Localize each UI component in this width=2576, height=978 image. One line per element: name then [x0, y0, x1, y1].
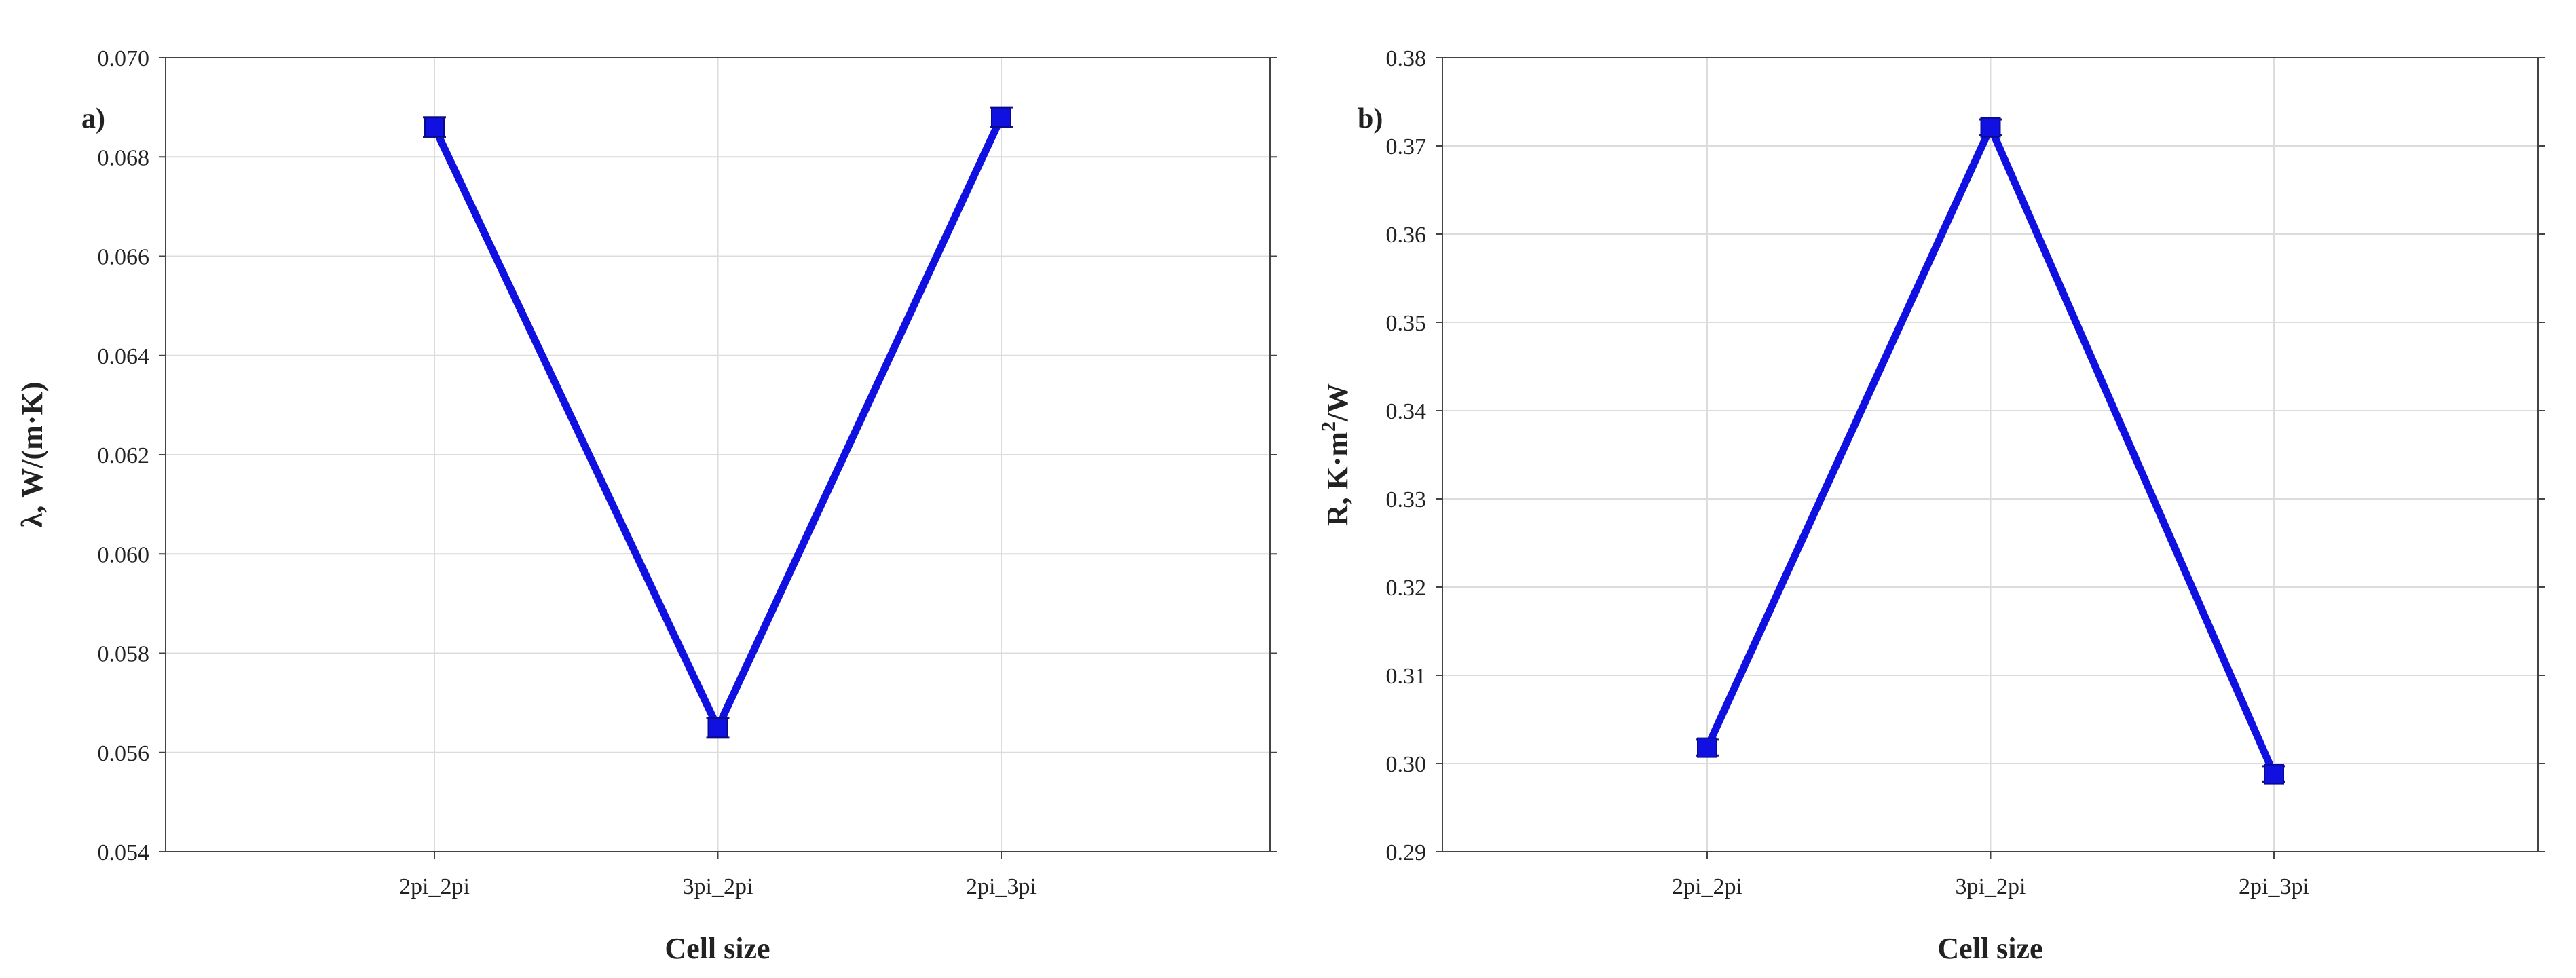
panel-a-data-point	[991, 107, 1011, 128]
panel-b-y-axis-label-superscript: 2	[1318, 421, 1340, 432]
panel-b-data-point	[1697, 737, 1717, 758]
panel-a-y-ticks: 0.054 0.056 0.058 0.060 0.062 0.064 0.066 0.068…	[98, 46, 1277, 865]
panel-a-x-axis-label: Cell size	[665, 932, 770, 965]
panel-a-grid	[166, 58, 1270, 852]
panel-a-y-tick-label: 0.056	[98, 741, 150, 766]
panel-a-label: a)	[81, 103, 105, 134]
panel-a-x-tick-label: 3pi_2pi	[683, 874, 753, 899]
panel-b-y-ticks: 0.29 0.30 0.31 0.32 0.33 0.34 0.35 0.36 0.37 0.38	[1386, 46, 2545, 865]
panel-b-y-tick-label: 0.32	[1386, 576, 1427, 601]
panel-b-x-tick-label: 3pi_2pi	[1956, 874, 2026, 899]
panel-b-data-point	[1980, 117, 2001, 138]
panel-b-y-tick-label: 0.34	[1386, 399, 1427, 424]
panel-b-y-axis-label: R, K·m2/W	[1318, 383, 1354, 527]
panel-a-series	[423, 106, 1013, 739]
panel-a-y-tick-label: 0.060	[98, 542, 150, 567]
panel-a-y-tick-label: 0.068	[98, 145, 150, 170]
panel-a-y-tick-label: 0.066	[98, 245, 150, 270]
panel-b-y-tick-label: 0.38	[1386, 46, 1427, 71]
panel-a-x-ticks: 2pi_2pi 3pi_2pi 2pi_3pi	[399, 852, 1037, 899]
panel-a-x-tick-label: 2pi_2pi	[399, 874, 470, 899]
panel-a-x-tick-label: 2pi_3pi	[966, 874, 1037, 899]
panel-b-y-tick-label: 0.35	[1386, 311, 1427, 336]
panel-a-y-tick-label: 0.062	[98, 443, 150, 468]
panel-b-x-tick-label: 2pi_2pi	[1672, 874, 1742, 899]
panel-b-y-tick-label: 0.31	[1386, 664, 1427, 689]
panel-b-chart: b) 0.290.300.310.320.330.340.350.360.370…	[1318, 46, 2545, 965]
panel-a-y-tick-label: 0.064	[98, 344, 150, 369]
panel-b-x-ticks: 2pi_2pi 3pi_2pi 2pi_3pi	[1672, 852, 2309, 899]
panel-a-y-axis-label: λ, W/(m·K)	[16, 382, 49, 528]
panel-b-grid	[1442, 58, 2538, 852]
panel-a-data-point	[424, 117, 445, 138]
panel-b-data-point	[2264, 764, 2284, 785]
panel-b-x-axis-label: Cell size	[1937, 932, 2042, 965]
panel-b-y-axis-label-main: R, K·m	[1321, 432, 1354, 526]
panel-a-data-point	[707, 717, 728, 738]
panel-b-label: b)	[1358, 103, 1383, 134]
panel-a-y-tick-label: 0.054	[98, 840, 150, 865]
panel-b-y-tick-label: 0.37	[1386, 134, 1427, 159]
panel-b-x-tick-label: 2pi_3pi	[2239, 874, 2309, 899]
panel-b-series	[1696, 117, 2285, 785]
panel-b-y-axis-label-tail: /W	[1321, 383, 1354, 422]
panel-a-chart: a) 0.0540.0560.0580.0600.0620.0640.0660.…	[16, 46, 1277, 965]
panel-a-y-tick-label: 0.058	[98, 642, 150, 667]
panel-b-y-tick-label: 0.36	[1386, 223, 1427, 248]
panel-b-y-tick-label: 0.30	[1386, 752, 1427, 777]
panel-b-y-tick-label: 0.33	[1386, 487, 1427, 512]
panel-a-y-tick-label: 0.070	[98, 46, 150, 71]
panel-b-y-tick-label: 0.29	[1386, 840, 1427, 865]
